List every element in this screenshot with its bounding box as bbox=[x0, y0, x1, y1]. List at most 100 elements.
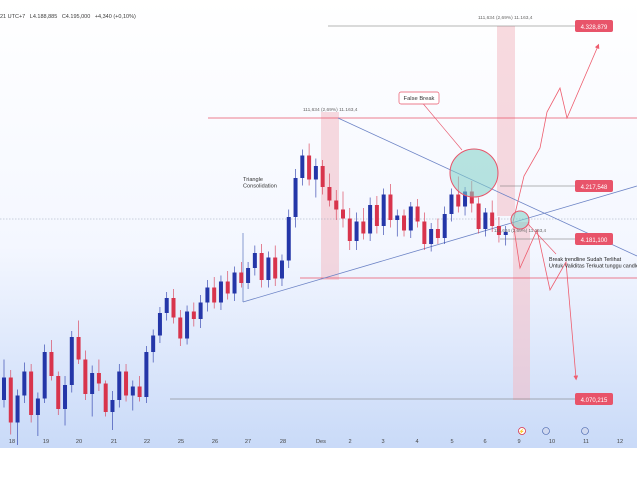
below-chart bbox=[0, 448, 637, 478]
x-tick-label: 20 bbox=[76, 439, 82, 445]
x-tick-label: 12 bbox=[617, 439, 623, 445]
svg-text:4.217,548: 4.217,548 bbox=[581, 185, 608, 191]
candle-down bbox=[56, 376, 61, 409]
candle-down bbox=[8, 377, 13, 423]
candle-down bbox=[415, 206, 420, 222]
candle-up bbox=[483, 212, 488, 229]
x-tick-label: 3 bbox=[381, 439, 384, 445]
candle-down bbox=[137, 386, 142, 397]
candle-up bbox=[69, 337, 74, 385]
candle-down bbox=[374, 205, 379, 226]
candle-down bbox=[388, 194, 393, 220]
x-tick-label: 10 bbox=[549, 439, 555, 445]
change-value: +4,340 (+0,10%) bbox=[94, 14, 136, 20]
bearish-projection-path bbox=[512, 221, 579, 381]
candle-down bbox=[402, 215, 407, 231]
x-tick-label: 27 bbox=[245, 439, 251, 445]
price-tag-4328: 4.328,879 bbox=[575, 20, 613, 32]
timezone-label: 21 UTC+7 bbox=[0, 14, 26, 20]
candle-up bbox=[279, 260, 284, 279]
lightning-event-icon[interactable] bbox=[518, 427, 526, 435]
x-tick-label: 28 bbox=[280, 439, 286, 445]
svg-text:4.328,879: 4.328,879 bbox=[581, 25, 608, 31]
candle-up bbox=[293, 178, 298, 217]
candle-up bbox=[266, 257, 271, 280]
measure-mid: 111,634 (2,69%) 11.163,4 bbox=[478, 15, 533, 21]
candle-up bbox=[157, 313, 162, 336]
highlight-band-2 bbox=[497, 26, 515, 216]
candle-up bbox=[300, 155, 305, 178]
triangle-label-line1: Triangle Consolidation bbox=[243, 177, 277, 190]
low-value: L4.188,885 bbox=[29, 14, 58, 20]
candle-down bbox=[29, 371, 34, 415]
candle-down bbox=[124, 371, 129, 396]
break-note: Break trendline Sudah Terlihat Untuk Val… bbox=[549, 257, 637, 270]
x-tick-label: 26 bbox=[212, 439, 218, 445]
candle-down bbox=[456, 194, 461, 207]
candle-down bbox=[476, 203, 481, 229]
x-tick-label: 2 bbox=[348, 439, 351, 445]
x-tick-label: 9 bbox=[517, 439, 520, 445]
ohlc-header: 21 UTC+7 L4.188,885 C4.195,000 +4,340 (+… bbox=[0, 14, 139, 20]
candle-up bbox=[151, 335, 156, 352]
false-break-box bbox=[398, 91, 440, 105]
candle-up bbox=[110, 400, 115, 412]
x-tick-label: 18 bbox=[9, 439, 15, 445]
candle-up bbox=[246, 268, 251, 283]
highlight-band-3 bbox=[513, 222, 530, 400]
candle-down bbox=[334, 200, 339, 210]
triangle-lower-trendline bbox=[242, 185, 637, 303]
x-axis: 18 19 20 21 22 25 26 27 28 Des 2 3 4 5 6 9 10 11 12 bbox=[9, 439, 623, 445]
candle-up bbox=[463, 191, 468, 207]
candle-down bbox=[178, 317, 183, 339]
plot-background bbox=[0, 0, 637, 448]
x-tick-label: Des bbox=[316, 439, 326, 445]
price-tag-4181: 4.181,100 bbox=[575, 233, 613, 245]
candle-up bbox=[395, 215, 400, 220]
break-circle bbox=[510, 210, 530, 230]
candle-down bbox=[327, 187, 332, 201]
candle-up bbox=[354, 221, 359, 241]
bullish-projection-path bbox=[512, 43, 600, 223]
candle-up bbox=[63, 385, 68, 409]
false-break-circle bbox=[449, 148, 499, 198]
candle-down bbox=[49, 352, 54, 376]
candle-down bbox=[225, 281, 230, 294]
candle-down bbox=[469, 191, 474, 204]
candle-up bbox=[442, 214, 447, 238]
break-note-leader bbox=[527, 223, 557, 255]
candle-down bbox=[96, 373, 101, 384]
svg-text:4.070,215: 4.070,215 bbox=[581, 398, 608, 404]
candle-down bbox=[422, 221, 427, 244]
candle-down bbox=[435, 229, 440, 238]
x-tick-label: 5 bbox=[450, 439, 453, 445]
us-flag-event-icon[interactable] bbox=[542, 427, 550, 435]
candle-up bbox=[185, 311, 190, 339]
x-tick-label: 21 bbox=[111, 439, 117, 445]
candles bbox=[2, 143, 508, 445]
candle-down bbox=[320, 166, 325, 187]
candle-up bbox=[252, 253, 257, 268]
candle-up bbox=[164, 298, 169, 313]
x-tick-label: 6 bbox=[483, 439, 486, 445]
candle-up bbox=[205, 287, 210, 303]
us-flag-event-icon-2[interactable] bbox=[581, 427, 589, 435]
candle-up bbox=[429, 229, 434, 244]
false-break-leader bbox=[419, 99, 463, 151]
candle-down bbox=[307, 155, 312, 180]
candle-down bbox=[259, 253, 264, 280]
price-tag-4217: 4.217,548 bbox=[575, 180, 613, 192]
candle-down bbox=[273, 257, 278, 279]
x-tick-label: 25 bbox=[178, 439, 184, 445]
candle-up bbox=[449, 194, 454, 214]
candle-up bbox=[42, 352, 47, 399]
candle-up bbox=[22, 371, 27, 396]
candle-down bbox=[171, 298, 176, 318]
candle-up bbox=[198, 302, 203, 319]
candle-down bbox=[347, 218, 352, 241]
measure-top: 111,634 (2,69%) 11.163,4 bbox=[303, 107, 358, 113]
candle-down bbox=[191, 311, 196, 319]
candle-up bbox=[117, 371, 122, 400]
x-tick-label: 19 bbox=[43, 439, 49, 445]
